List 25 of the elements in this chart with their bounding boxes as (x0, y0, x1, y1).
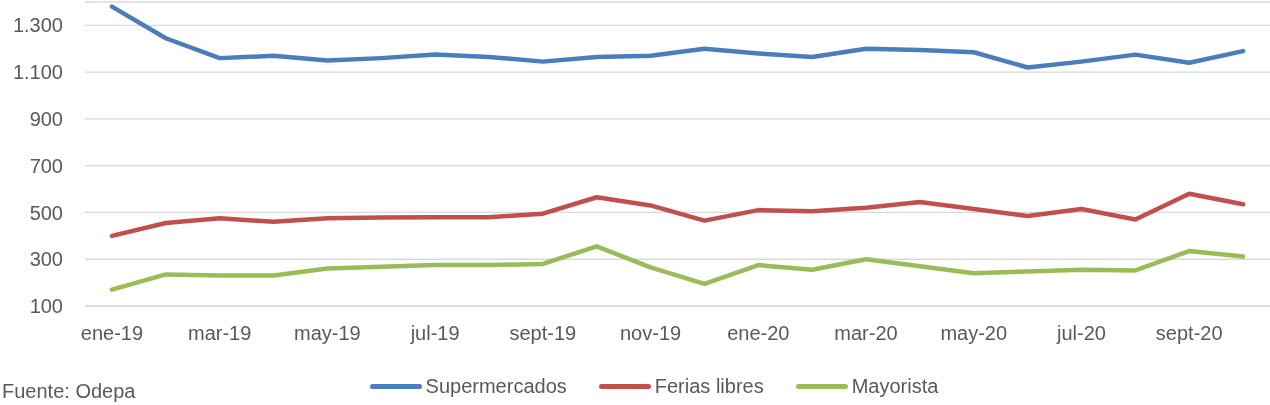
legend-label: Supermercados (425, 375, 567, 398)
y-tick-label: 300 (29, 248, 63, 271)
y-tick-label: 700 (29, 154, 63, 177)
line-series (109, 4, 1246, 70)
x-tick-label: jul-20 (1056, 322, 1106, 345)
source-note: Fuente: Odepa (2, 380, 136, 403)
x-tick-label: jul-19 (409, 322, 460, 345)
y-tick-label: 1.300 (12, 14, 63, 37)
x-tick-label: sept-19 (509, 322, 577, 345)
y-tick-label: 900 (29, 108, 63, 131)
legend-label: Ferias libres (654, 375, 764, 398)
legend-label: Mayorista (851, 375, 939, 398)
x-tick-label: sept-20 (1155, 322, 1223, 345)
x-tick-label: mar-20 (834, 322, 898, 345)
line-series (109, 191, 1246, 239)
x-tick-label: mar-19 (187, 322, 252, 345)
x-tick-label: ene-19 (80, 322, 144, 345)
y-tick-label: 100 (29, 295, 63, 318)
x-tick-label: may-19 (294, 322, 361, 345)
x-tick-label: may-20 (940, 322, 1008, 345)
line-series (109, 244, 1246, 292)
x-tick-label: nov-19 (619, 322, 682, 345)
y-tick-label: 1.100 (12, 61, 63, 84)
x-tick-label: ene-20 (727, 322, 790, 345)
y-tick-label: 500 (29, 201, 63, 224)
